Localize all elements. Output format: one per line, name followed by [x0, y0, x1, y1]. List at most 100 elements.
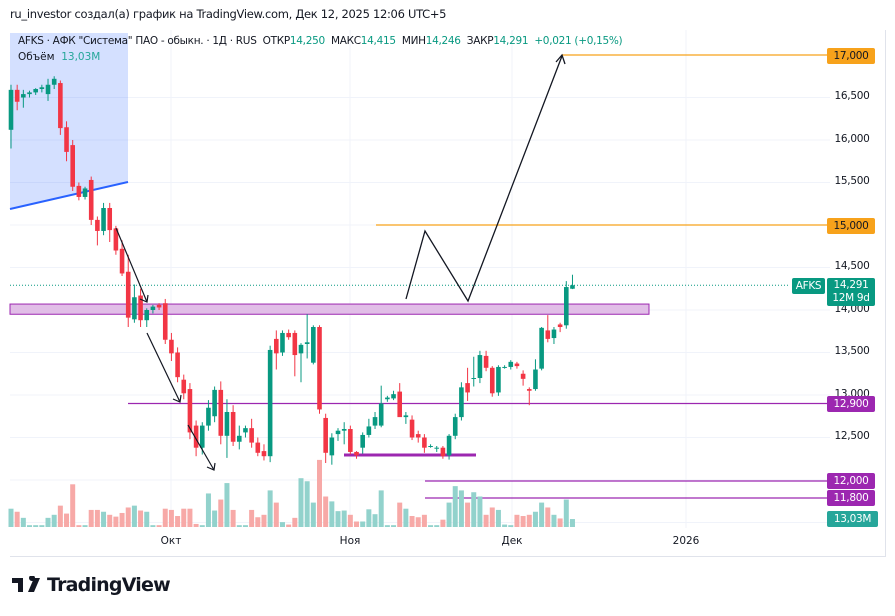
candle-body: [570, 285, 575, 289]
volume-bar: [144, 511, 150, 527]
volume-bar: [471, 492, 477, 527]
candle-body: [403, 415, 409, 418]
volume-bar: [279, 522, 285, 527]
level-tag-17000: 17,000: [827, 48, 875, 64]
volume-bar: [335, 511, 341, 527]
volume-bar: [372, 514, 378, 527]
candle-body: [107, 208, 113, 231]
candle-body: [415, 434, 421, 438]
volume-bar: [39, 525, 45, 527]
time-label: Окт: [160, 535, 182, 547]
candle-body: [58, 83, 63, 129]
volume-bar: [113, 516, 119, 527]
volume-bar: [94, 509, 100, 527]
volume-bar: [162, 508, 168, 527]
volume-bar: [101, 511, 107, 527]
candle-body: [144, 310, 150, 321]
candle-body: [311, 327, 316, 363]
time-label: Ноя: [339, 535, 361, 547]
volume-bar: [156, 525, 162, 527]
arrow-head: [555, 53, 566, 65]
candle-body: [557, 324, 563, 327]
arrow-head: [206, 462, 216, 471]
low-label: МИН: [401, 35, 426, 47]
time-label: 2026: [672, 535, 700, 547]
candle-body: [82, 188, 88, 197]
resistance-zone: [9, 303, 650, 315]
candle-body: [496, 366, 501, 393]
candle-body: [341, 429, 347, 431]
volume-bar: [27, 525, 33, 527]
volume-bar: [286, 524, 292, 527]
candle-body: [51, 78, 57, 85]
candle-body: [477, 355, 483, 378]
candle-body: [255, 442, 261, 453]
volume-bar: [409, 516, 415, 527]
level-tag-15000: 15,000: [827, 218, 875, 234]
candle-body: [372, 417, 378, 426]
volume-bar: [347, 514, 353, 527]
candle-body: [150, 306, 156, 310]
candle-body: [181, 379, 187, 394]
volume-bar: [397, 502, 403, 527]
volume-bar: [502, 524, 508, 527]
candle-body: [292, 332, 298, 356]
volume-bar: [193, 523, 199, 527]
trend-line: [9, 181, 129, 210]
last-price: 14,291: [833, 279, 869, 291]
volume-bar: [88, 509, 94, 527]
volume-bar: [14, 511, 20, 527]
volume-bar: [205, 493, 211, 527]
volume-bar: [51, 514, 57, 527]
volume-tag: 13,03M: [827, 511, 878, 527]
volume-bar: [465, 502, 471, 527]
candle-body: [329, 437, 335, 456]
candle-body: [76, 185, 82, 197]
candle-body: [33, 89, 38, 93]
tradingview-logo[interactable]: TradingView: [12, 574, 171, 596]
volume-value: 13,03M: [61, 51, 101, 63]
volume-bar: [569, 519, 575, 527]
volume-bar: [341, 510, 347, 527]
level-tag-12000: 12,000: [827, 473, 875, 489]
price-tick: 14,500: [834, 260, 870, 272]
candle-body: [230, 412, 236, 442]
volume-bar: [483, 514, 489, 527]
candle-body: [212, 389, 217, 417]
candle-body: [249, 428, 254, 443]
volume-bar: [33, 525, 39, 527]
candle-body: [236, 435, 242, 442]
candle-body: [391, 394, 396, 399]
candle-body: [101, 208, 106, 231]
candle-body: [348, 429, 353, 452]
volume-bar: [310, 502, 316, 527]
volume-bar: [526, 514, 532, 527]
candle-body: [465, 383, 470, 393]
change-value: +0,021 (+0,15%): [534, 35, 623, 47]
volume-bar: [175, 516, 181, 527]
close-value: 14,291: [493, 35, 529, 47]
candle-body: [539, 327, 544, 369]
candle-body: [27, 92, 32, 95]
open-value: 14,250: [289, 35, 325, 47]
volume-bar: [187, 508, 193, 527]
volume-bar: [391, 525, 397, 527]
symbol-title[interactable]: AFKS · АФК "Система" ПАО - обыкн. · 1Д ·…: [18, 35, 257, 47]
volume-bar: [557, 518, 563, 527]
arrow-line: [146, 332, 181, 403]
volume-bar: [378, 490, 384, 527]
high-value: 14,415: [360, 35, 396, 47]
candle-body: [218, 389, 224, 436]
candle-body: [452, 417, 458, 436]
price-tick: 12,500: [834, 430, 870, 442]
volume-label[interactable]: Объём: [18, 51, 55, 63]
volume-bar: [45, 517, 51, 527]
volume-bar: [360, 521, 366, 527]
candle-body: [21, 94, 26, 98]
volume-bar: [82, 525, 88, 527]
candle-body: [354, 451, 359, 456]
candle-body: [304, 342, 310, 344]
candle-body: [366, 426, 372, 435]
volume-bar: [57, 505, 63, 527]
